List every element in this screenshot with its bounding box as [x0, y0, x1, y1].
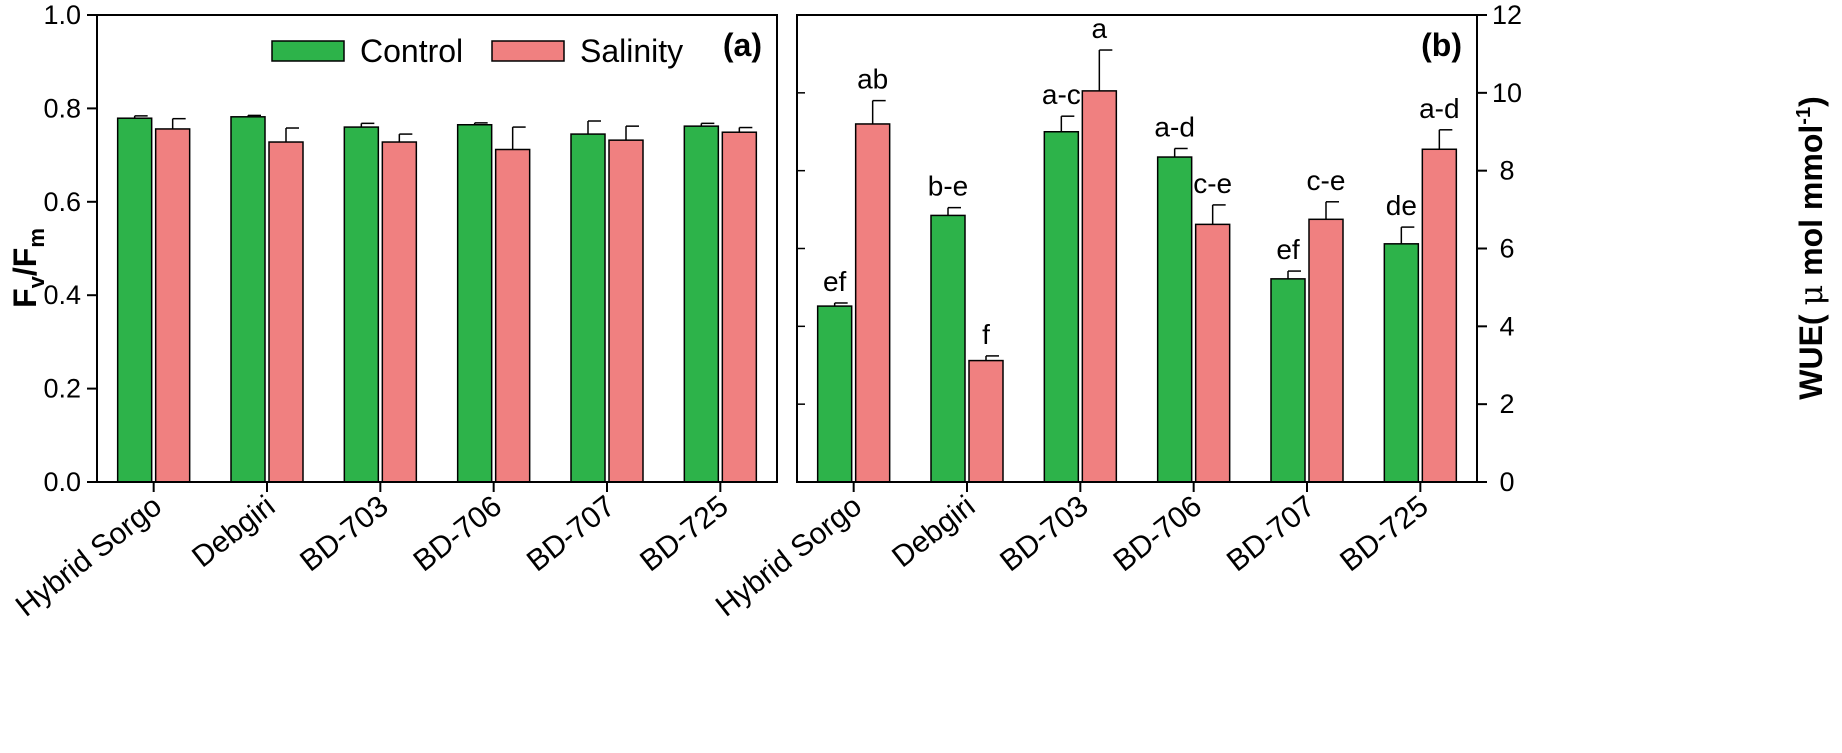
- legend-swatch-control: [271, 40, 345, 62]
- legend-swatch-salinity: [491, 40, 565, 62]
- bar-control: [116, 117, 153, 483]
- legend-label-control: Control: [360, 33, 463, 69]
- legend: Control Salinity: [271, 33, 683, 69]
- x-category-label: Debgiri: [186, 490, 281, 575]
- y-tick-label: 10: [1492, 78, 1522, 108]
- significance-letter: a-d: [1154, 111, 1194, 142]
- ylabel-b-pre: (: [1793, 306, 1829, 326]
- panel-b-label: (b): [1421, 27, 1462, 63]
- significance-letter: ef: [823, 266, 847, 297]
- bar-control: [683, 125, 720, 483]
- bar-salinity: [1081, 90, 1118, 483]
- y-tick-label: 0.0: [43, 467, 81, 497]
- x-category-label: BD-707: [1221, 490, 1321, 579]
- bar-salinity: [494, 148, 531, 483]
- significance-letter: f: [982, 319, 990, 350]
- bar-salinity: [968, 359, 1004, 483]
- y-tick-label: 0.4: [43, 280, 81, 310]
- panel-a-label: (a): [723, 27, 762, 63]
- bar-control: [816, 305, 853, 483]
- y-tick-label: 0.2: [43, 374, 81, 404]
- x-category-label: BD-706: [408, 490, 508, 579]
- bar-salinity: [1308, 218, 1344, 483]
- ylabel-a-sub2: m: [24, 228, 49, 248]
- panel-b-y-axis-label: WUE( μ mol mmol-1): [1792, 96, 1830, 399]
- bar-salinity: [381, 141, 418, 483]
- bar-salinity: [268, 141, 304, 483]
- ylabel-b-post: ): [1793, 96, 1829, 107]
- bar-salinity: [1421, 148, 1458, 483]
- y-tick-label: 0: [1499, 467, 1514, 497]
- bar-control: [230, 116, 266, 483]
- y-tick-label: 8: [1499, 156, 1514, 186]
- y-tick-label: 0.6: [43, 187, 81, 217]
- significance-letter: ef: [1276, 234, 1300, 265]
- x-category-label: BD-703: [994, 490, 1094, 579]
- y-tick-label: 1.0: [43, 0, 81, 30]
- x-category-label: Debgiri: [886, 490, 981, 575]
- panel-a-y-axis-label: Fv/Fm: [7, 228, 49, 308]
- panel-b-x-categories: Hybrid Sorgo Debgiri BD-703 BD-706 BD-707 BD-…: [710, 482, 1435, 623]
- y-tick-label: 2: [1499, 389, 1514, 419]
- bar-control: [343, 126, 380, 483]
- panel-a-x-categories: Hybrid Sorgo Debgiri BD-703 BD-706 BD-707 BD-…: [10, 482, 735, 623]
- ylabel-a-sub1: v: [24, 275, 49, 288]
- x-category-label: Hybrid Sorgo: [10, 490, 168, 624]
- significance-letter: c-e: [1307, 165, 1346, 196]
- ylabel-b-mu: μ: [1792, 285, 1830, 306]
- significance-letter: a-c: [1042, 79, 1081, 110]
- significance-letter: b-e: [928, 171, 968, 202]
- bar-control: [1270, 278, 1306, 483]
- bar-control: [1156, 156, 1193, 483]
- y-tick-label: 6: [1499, 234, 1514, 264]
- panel-a-bars: [116, 116, 758, 483]
- bar-salinity: [154, 128, 191, 483]
- panel-a: 0.00.20.40.60.81.0 Hybrid Sorgo Debgiri BD…: [7, 0, 778, 623]
- panel-b-y-ticks: 0 2 4 6 8 10 12: [797, 0, 1522, 497]
- panel-a-error-bars: [133, 114, 753, 150]
- significance-letter: c-e: [1193, 168, 1232, 199]
- x-category-label: BD-725: [1334, 490, 1434, 579]
- ylabel-b-main: WUE: [1793, 325, 1829, 400]
- significance-letter: ab: [857, 64, 888, 95]
- panel-a-frame: [96, 14, 778, 483]
- bar-salinity: [721, 131, 758, 483]
- bar-control: [570, 133, 606, 483]
- y-tick-label: 0.8: [43, 93, 81, 123]
- bar-control: [930, 214, 966, 483]
- panel-b-error-bars: [833, 49, 1453, 361]
- panel-b: ef ab b-e f a-c a a-d c-e ef c-e de a-d 0 2 4 6 8 10 12 H…: [710, 0, 1830, 623]
- bar-control: [1043, 131, 1080, 483]
- y-tick-label: 4: [1499, 311, 1514, 341]
- bar-salinity: [854, 123, 891, 483]
- panel-b-frame: [796, 14, 1478, 483]
- panel-b-bars: [816, 90, 1458, 483]
- x-category-label: BD-725: [634, 490, 734, 579]
- panel-b-significance-letters: ef ab b-e f a-c a a-d c-e ef c-e de a-d: [823, 13, 1460, 350]
- y-tick-label: 12: [1492, 0, 1522, 30]
- ylabel-b-mid: mol mmol: [1793, 125, 1829, 285]
- legend-label-salinity: Salinity: [580, 33, 683, 69]
- significance-letter: a: [1092, 13, 1108, 44]
- x-category-label: BD-707: [521, 490, 621, 579]
- x-category-label: BD-706: [1108, 490, 1208, 579]
- bar-control: [456, 123, 493, 483]
- panel-a-y-ticks: 0.0 0.2 0.4 0.6 0.8 1.0: [43, 0, 97, 497]
- bar-salinity: [608, 139, 644, 483]
- x-category-label: Hybrid Sorgo: [710, 490, 868, 624]
- ylabel-b-sup: -1: [1793, 107, 1815, 125]
- x-category-label: BD-703: [294, 490, 394, 579]
- bar-salinity: [1194, 223, 1231, 483]
- ylabel-a-slash: /F: [7, 248, 43, 276]
- significance-letter: a-d: [1419, 93, 1459, 124]
- ylabel-a-main: F: [7, 288, 43, 308]
- significance-letter: de: [1386, 190, 1417, 221]
- bar-control: [1383, 243, 1420, 483]
